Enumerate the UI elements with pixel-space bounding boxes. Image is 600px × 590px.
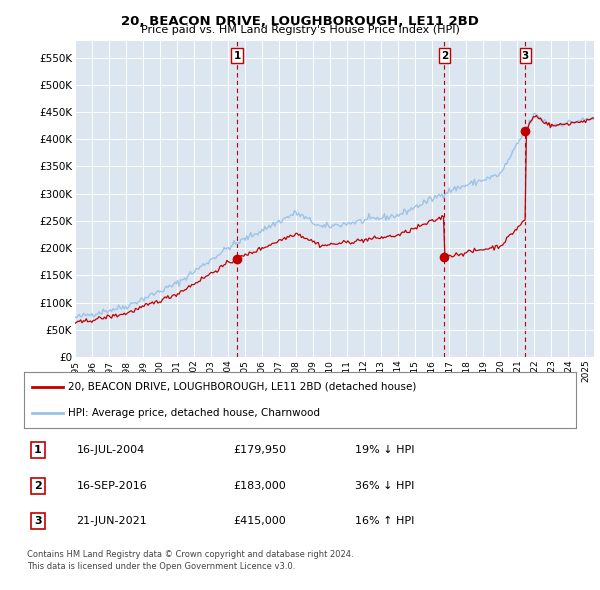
Text: £179,950: £179,950 [234,445,287,455]
Text: 16-SEP-2016: 16-SEP-2016 [76,481,147,491]
Text: 2: 2 [34,481,41,491]
Text: 2: 2 [441,51,448,61]
Text: Price paid vs. HM Land Registry's House Price Index (HPI): Price paid vs. HM Land Registry's House … [140,25,460,35]
Text: 3: 3 [34,516,41,526]
Text: 1: 1 [34,445,41,455]
Text: £415,000: £415,000 [234,516,287,526]
Text: 1: 1 [234,51,241,61]
Text: 21-JUN-2021: 21-JUN-2021 [76,516,147,526]
Text: £183,000: £183,000 [234,481,287,491]
Text: HPI: Average price, detached house, Charnwood: HPI: Average price, detached house, Char… [68,408,320,418]
Text: Contains HM Land Registry data © Crown copyright and database right 2024.: Contains HM Land Registry data © Crown c… [27,550,353,559]
Text: This data is licensed under the Open Government Licence v3.0.: This data is licensed under the Open Gov… [27,562,295,571]
Text: 16-JUL-2004: 16-JUL-2004 [76,445,145,455]
Text: 20, BEACON DRIVE, LOUGHBOROUGH, LE11 2BD: 20, BEACON DRIVE, LOUGHBOROUGH, LE11 2BD [121,15,479,28]
Text: 19% ↓ HPI: 19% ↓ HPI [355,445,415,455]
Text: 16% ↑ HPI: 16% ↑ HPI [355,516,415,526]
Text: 20, BEACON DRIVE, LOUGHBOROUGH, LE11 2BD (detached house): 20, BEACON DRIVE, LOUGHBOROUGH, LE11 2BD… [68,382,416,392]
Text: 3: 3 [522,51,529,61]
Text: 36% ↓ HPI: 36% ↓ HPI [355,481,415,491]
